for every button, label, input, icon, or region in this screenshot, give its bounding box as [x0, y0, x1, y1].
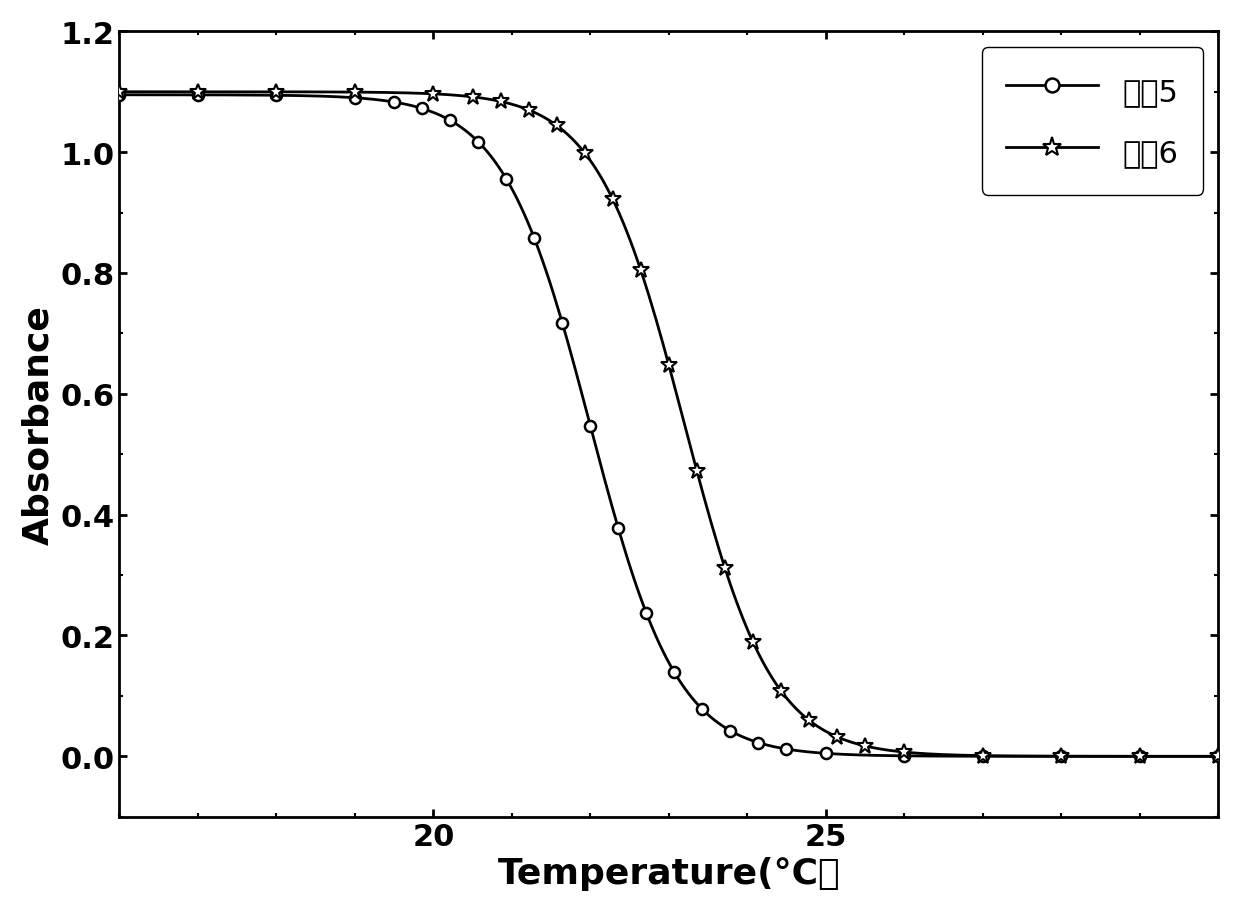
X-axis label: Temperature(°C）: Temperature(°C）: [497, 856, 840, 890]
Y-axis label: Absorbance: Absorbance: [21, 305, 55, 545]
Legend: 实嘖5, 实嘖6: 实嘖5, 实嘖6: [983, 47, 1203, 195]
